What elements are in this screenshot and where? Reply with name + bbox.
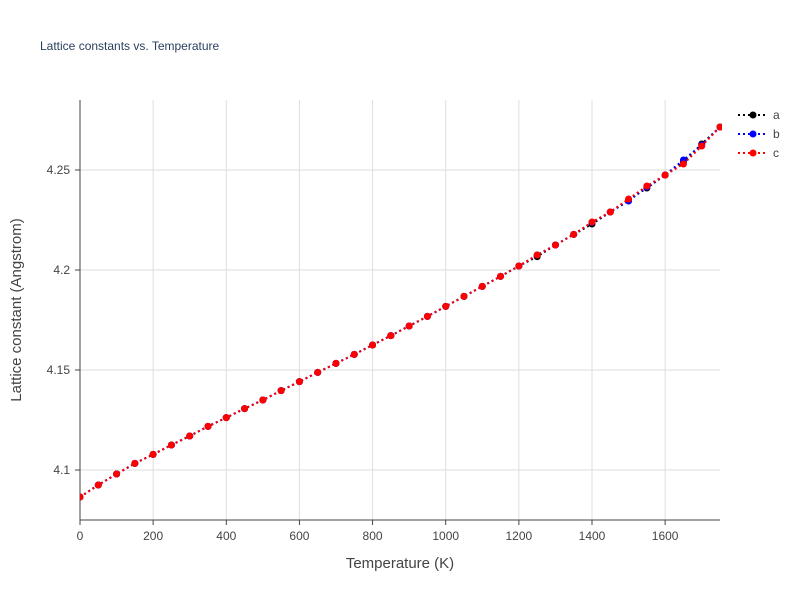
data-point-c xyxy=(588,218,596,226)
data-point-c xyxy=(570,230,578,238)
data-point-c xyxy=(515,262,523,270)
x-tick-label: 1400 xyxy=(579,529,606,543)
data-point-c xyxy=(113,470,121,478)
series-c xyxy=(80,123,722,501)
legend-marker-a xyxy=(749,111,757,119)
x-tick-label: 800 xyxy=(363,529,383,543)
legend-marker-c xyxy=(749,149,757,157)
data-point-c xyxy=(222,414,230,422)
chart-title: Lattice constants vs. Temperature xyxy=(40,39,220,53)
data-point-c xyxy=(405,322,413,330)
x-tick-label: 600 xyxy=(289,529,309,543)
data-point-c xyxy=(369,341,377,349)
data-point-c xyxy=(551,241,559,249)
data-point-c xyxy=(460,292,468,300)
data-point-c xyxy=(643,182,651,190)
data-point-c xyxy=(423,312,431,320)
data-point-c xyxy=(131,459,139,467)
y-tick-label: 4.1 xyxy=(53,463,70,477)
x-tick-label: 400 xyxy=(216,529,236,543)
data-point-c xyxy=(478,282,486,290)
data-point-c xyxy=(295,378,303,386)
data-point-c xyxy=(80,493,84,501)
data-point-c xyxy=(387,332,395,340)
data-point-c xyxy=(533,251,541,259)
data-point-c xyxy=(167,441,175,449)
y-axis-title: Lattice constant (Angstrom) xyxy=(8,218,25,401)
data-point-c xyxy=(625,195,633,203)
series-line-c xyxy=(80,126,721,498)
data-point-c xyxy=(314,368,322,376)
x-tick-label: 1000 xyxy=(432,529,459,543)
data-point-c xyxy=(241,405,249,413)
legend: abc xyxy=(738,108,780,160)
data-point-c xyxy=(698,142,706,150)
data-point-c xyxy=(149,450,157,458)
x-axis-title: Temperature (K) xyxy=(346,555,454,572)
data-point-c xyxy=(94,481,102,489)
data-point-c xyxy=(442,302,450,310)
data-point-c xyxy=(259,396,267,404)
x-tick-label: 200 xyxy=(143,529,163,543)
tick-labels: 0 200 400 600 800 1000 1200 1400 1600 4.1 4.15 4.2 4… xyxy=(47,163,679,543)
data-point-c xyxy=(204,422,212,430)
y-tick-label: 4.15 xyxy=(47,363,71,377)
series-line-a xyxy=(80,126,721,498)
data-point-c xyxy=(716,123,722,131)
data-point-c xyxy=(606,208,614,216)
data-point-c xyxy=(277,387,285,395)
data-point-c xyxy=(679,160,687,168)
plot-area xyxy=(80,123,722,501)
data-point-c xyxy=(186,432,194,440)
x-tick-label: 1600 xyxy=(652,529,679,543)
legend-label-b: b xyxy=(773,127,780,141)
y-tick-label: 4.25 xyxy=(47,163,71,177)
data-point-c xyxy=(497,272,505,280)
data-point-c xyxy=(661,171,669,179)
legend-label-a: a xyxy=(773,108,780,122)
gridlines xyxy=(80,100,720,520)
data-point-c xyxy=(350,350,358,358)
y-tick-label: 4.2 xyxy=(53,263,70,277)
x-tick-label: 0 xyxy=(77,529,84,543)
axes xyxy=(75,100,720,525)
data-point-c xyxy=(332,359,340,367)
series-line-b xyxy=(80,126,721,498)
legend-label-c: c xyxy=(773,146,779,160)
legend-marker-b xyxy=(749,130,757,138)
x-tick-label: 1200 xyxy=(506,529,533,543)
